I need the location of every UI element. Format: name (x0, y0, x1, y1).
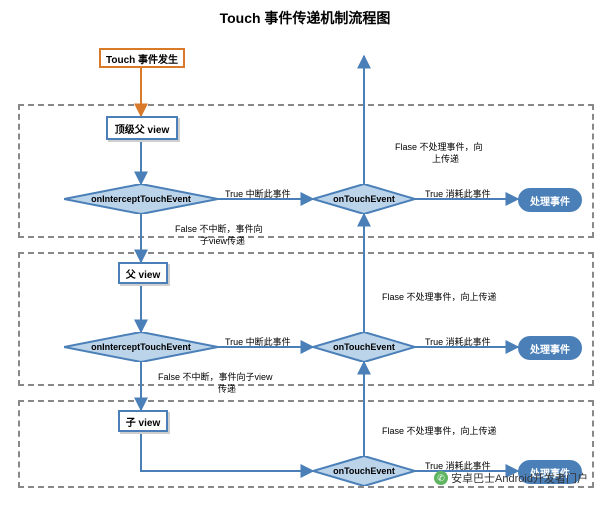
node-child-label: 子 view (126, 414, 160, 429)
node-child: 子 view (118, 410, 168, 432)
node-onintercept-2: onInterceptTouchEvent (64, 332, 218, 362)
node-onintercept-2-label: onInterceptTouchEvent (91, 342, 191, 352)
node-ontouch-2: onTouchEvent (313, 332, 415, 362)
node-handle-2: 处理事件 (518, 336, 582, 360)
diagram-title: Touch 事件传递机制流程图 (0, 8, 610, 28)
group-panel-2 (18, 252, 594, 386)
edge-label: True 中断此事件 (225, 187, 291, 200)
edge-label: 上传递 (432, 152, 459, 165)
edge-label: Flase 不处理事件，向上传递 (382, 424, 497, 437)
node-top-parent: 顶级父 view (106, 116, 178, 140)
node-handle-2-label: 处理事件 (530, 341, 570, 356)
node-ontouch-3-label: onTouchEvent (333, 466, 395, 476)
node-onintercept-1: onInterceptTouchEvent (64, 184, 218, 214)
node-handle-1-label: 处理事件 (530, 193, 570, 208)
edge-label: True 消耗此事件 (425, 335, 491, 348)
node-ontouch-3: onTouchEvent (313, 456, 415, 486)
node-start-label: Touch 事件发生 (106, 51, 178, 66)
node-ontouch-2-label: onTouchEvent (333, 342, 395, 352)
edge-label: 传递 (218, 382, 236, 395)
watermark-text: 安卓巴士Android开发者门户 (451, 473, 588, 485)
node-ontouch-1: onTouchEvent (313, 184, 415, 214)
node-top-parent-label: 顶级父 view (115, 121, 169, 136)
node-onintercept-1-label: onInterceptTouchEvent (91, 194, 191, 204)
edge-label: False 不中断，事件向子view (158, 370, 273, 383)
edge-label: Flase 不处理事件，向上传递 (382, 290, 497, 303)
node-parent-label: 父 view (126, 266, 160, 281)
node-start: Touch 事件发生 (99, 48, 185, 68)
node-parent: 父 view (118, 262, 168, 284)
node-handle-1: 处理事件 (518, 188, 582, 212)
watermark: ✆ 安卓巴士Android开发者门户 (434, 470, 588, 486)
edge-label: 子view传递 (200, 234, 245, 247)
edge-label: True 消耗此事件 (425, 187, 491, 200)
edge-label: True 中断此事件 (225, 335, 291, 348)
group-panel-1 (18, 104, 594, 238)
node-ontouch-1-label: onTouchEvent (333, 194, 395, 204)
wechat-icon: ✆ (434, 471, 448, 485)
